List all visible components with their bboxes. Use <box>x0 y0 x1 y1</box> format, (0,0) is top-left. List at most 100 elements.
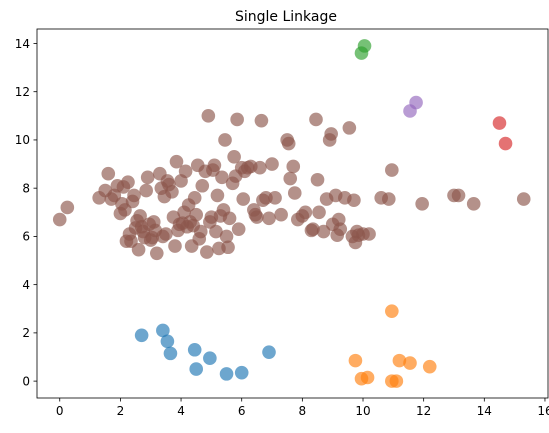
y-tick-label-4: 8 <box>22 181 30 195</box>
data-point-cluster-brown-20 <box>131 242 146 257</box>
data-point-cluster-orange-3 <box>360 370 375 385</box>
data-point-cluster-brown-124 <box>347 193 361 208</box>
data-point-cluster-brown-108 <box>306 222 320 236</box>
y-tick-label-1: 2 <box>22 326 30 340</box>
data-point-cluster-brown-98 <box>274 207 288 222</box>
y-tick-label-7: 14 <box>15 37 30 51</box>
data-point-cluster-blue-1 <box>156 323 170 338</box>
data-point-cluster-brown-62 <box>200 245 214 259</box>
data-point-cluster-orange-4 <box>392 353 407 368</box>
y-axis-ticks: 0 2 4 6 8 10 12 14 <box>15 37 37 388</box>
data-point-cluster-brown-132 <box>385 163 399 177</box>
y-tick-label-3: 6 <box>22 230 30 244</box>
data-point-cluster-brown-56 <box>189 207 204 222</box>
data-point-cluster-brown-40 <box>165 184 179 199</box>
data-point-cluster-brown-109 <box>309 112 323 127</box>
data-point-cluster-brown-136 <box>466 197 481 211</box>
y-tick-label-0: 0 <box>22 374 30 388</box>
data-point-cluster-brown-81 <box>230 112 244 127</box>
data-point-cluster-brown-67 <box>207 158 222 173</box>
data-point-cluster-brown-59 <box>193 224 208 239</box>
data-point-cluster-brown-96 <box>265 157 279 171</box>
data-point-cluster-brown-1 <box>60 200 75 215</box>
data-point-cluster-brown-37 <box>159 227 173 241</box>
data-point-cluster-blue-4 <box>187 342 202 357</box>
data-point-cluster-brown-60 <box>195 178 210 193</box>
data-point-cluster-orange-8 <box>422 359 437 374</box>
x-tick-label-0: 0 <box>56 404 64 418</box>
data-point-cluster-blue-0 <box>134 328 149 343</box>
data-point-cluster-brown-129 <box>362 227 376 241</box>
x-tick-label-8: 16 <box>537 404 549 418</box>
data-point-cluster-brown-13 <box>121 175 135 189</box>
data-point-cluster-brown-68 <box>209 224 223 239</box>
data-point-cluster-brown-49 <box>178 164 193 179</box>
x-tick-label-1: 2 <box>117 404 125 418</box>
data-point-cluster-brown-133 <box>415 197 429 211</box>
data-point-cluster-orange-0 <box>385 304 399 318</box>
data-point-cluster-brown-82 <box>231 222 246 236</box>
data-point-cluster-brown-103 <box>287 186 302 200</box>
data-point-cluster-brown-106 <box>298 205 313 220</box>
data-point-cluster-blue-8 <box>234 365 249 380</box>
data-point-cluster-brown-135 <box>451 188 466 203</box>
data-point-cluster-blue-6 <box>189 362 204 376</box>
data-point-cluster-blue-7 <box>219 367 234 381</box>
data-point-cluster-brown-32 <box>149 246 164 261</box>
x-tick-label-7: 14 <box>477 404 492 418</box>
data-point-cluster-brown-111 <box>312 205 326 220</box>
y-tick-label-5: 10 <box>15 133 30 147</box>
data-point-cluster-orange-5 <box>403 356 417 370</box>
data-point-cluster-orange-1 <box>348 353 363 368</box>
y-tick-label-6: 12 <box>15 85 30 99</box>
x-tick-label-2: 4 <box>177 404 185 418</box>
data-point-cluster-brown-75 <box>219 229 234 244</box>
data-point-cluster-brown-21 <box>133 209 147 223</box>
data-point-cluster-purple-1 <box>403 104 417 118</box>
data-point-cluster-blue-2 <box>160 334 175 349</box>
data-point-cluster-brown-17 <box>127 188 141 203</box>
data-point-cluster-brown-74 <box>218 133 232 147</box>
data-point-cluster-brown-100 <box>281 136 296 151</box>
chart-title: Single Linkage <box>235 9 337 25</box>
data-point-cluster-brown-92 <box>254 113 269 128</box>
plot-frame <box>36 28 549 399</box>
data-point-cluster-brown-131 <box>381 192 396 206</box>
data-point-cluster-brown-79 <box>227 150 241 164</box>
data-point-cluster-brown-115 <box>324 127 338 141</box>
data-point-cluster-brown-120 <box>333 222 348 236</box>
data-point-cluster-brown-76 <box>221 240 235 255</box>
x-tick-label-6: 12 <box>416 404 431 418</box>
data-point-cluster-blue-5 <box>203 351 217 366</box>
data-point-cluster-brown-43 <box>169 154 184 169</box>
data-point-cluster-brown-95 <box>262 211 276 226</box>
x-axis-ticks: 0 2 4 6 8 10 12 14 16 <box>56 398 549 418</box>
data-point-cluster-blue-9 <box>262 345 276 359</box>
data-point-cluster-orange-7 <box>389 374 404 388</box>
data-point-cluster-brown-97 <box>268 191 282 205</box>
data-point-cluster-brown-101 <box>283 171 298 186</box>
data-point-cluster-brown-26 <box>140 170 155 185</box>
data-point-cluster-brown-42 <box>168 239 182 253</box>
data-point-cluster-brown-55 <box>187 191 202 205</box>
data-point-cluster-brown-63 <box>201 109 216 123</box>
data-point-cluster-brown-0 <box>52 212 67 227</box>
data-point-cluster-red-0 <box>492 116 507 130</box>
x-tick-label-5: 10 <box>355 404 370 418</box>
y-tick-label-2: 4 <box>22 278 30 292</box>
data-point-cluster-brown-77 <box>222 211 237 226</box>
data-point-cluster-brown-4 <box>101 166 116 181</box>
data-point-cluster-red-1 <box>498 136 513 151</box>
x-tick-label-3: 6 <box>238 404 246 418</box>
data-point-cluster-brown-102 <box>286 159 301 174</box>
data-point-cluster-brown-122 <box>342 121 357 135</box>
x-tick-label-4: 8 <box>299 404 307 418</box>
data-points <box>52 39 531 388</box>
data-point-cluster-brown-25 <box>139 183 153 198</box>
data-point-cluster-brown-72 <box>215 170 229 185</box>
data-point-cluster-brown-90 <box>250 210 264 224</box>
data-point-cluster-green-1 <box>354 46 369 60</box>
data-point-cluster-blue-3 <box>163 346 178 361</box>
data-point-cluster-brown-112 <box>316 224 331 239</box>
